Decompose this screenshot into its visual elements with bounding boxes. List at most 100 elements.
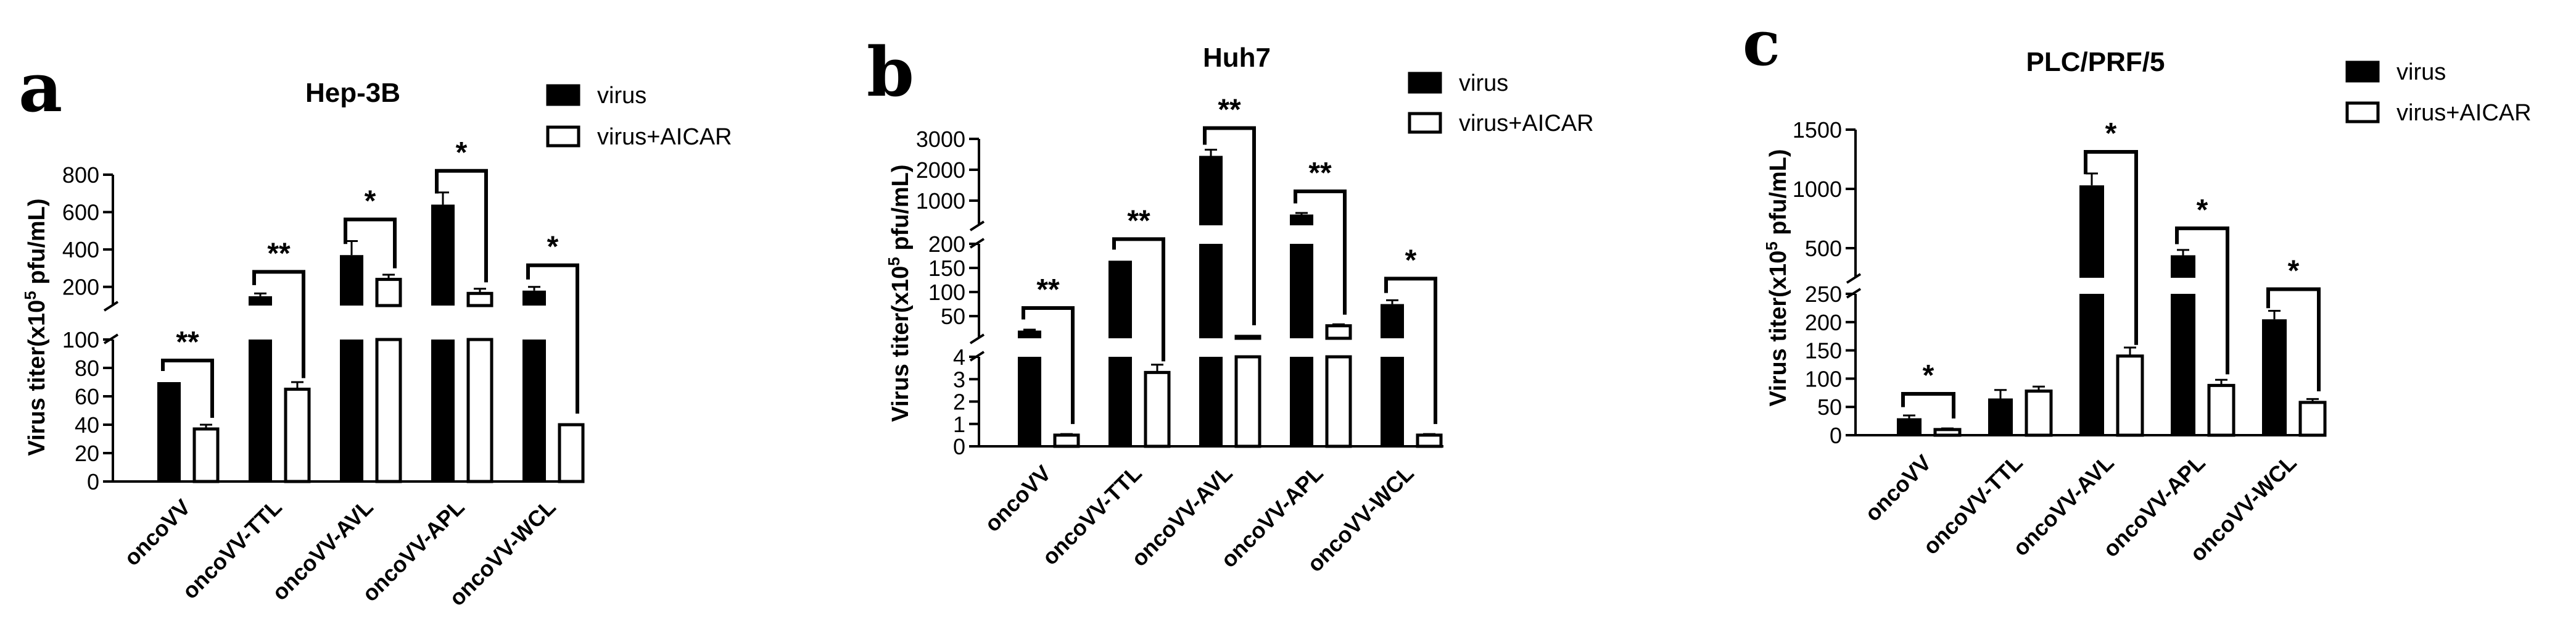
bar-virus-aicar [558, 423, 585, 483]
panel-letter: a [19, 48, 62, 127]
bar-virus [340, 255, 363, 306]
bar-virus-aicar [192, 427, 220, 483]
bar-virus [1199, 156, 1223, 225]
bar-virus-aicar [1234, 335, 1261, 340]
bar-virus [340, 340, 363, 482]
significance-label: * [547, 231, 559, 264]
bar-virus [1199, 244, 1223, 338]
y-tick-label: 150 [928, 256, 965, 281]
significance-label: * [456, 136, 468, 169]
bar-virus [431, 340, 455, 482]
significance-bracket [1901, 391, 1955, 419]
y-axis-label: Virus titer(x105 pfu/mL) [1762, 149, 1791, 406]
significance-bracket [1112, 237, 1165, 362]
significance-bracket [1022, 306, 1075, 424]
significance-label: * [1923, 359, 1934, 392]
bar-virus [1897, 418, 1922, 435]
significance-bracket [1294, 190, 1347, 315]
y-axis-label: Virus titer(x105 pfu/mL) [885, 164, 914, 422]
y-axis-label-sup: 5 [21, 291, 39, 299]
y-axis-label-sup: 5 [885, 257, 903, 265]
bar-virus-aicar [375, 338, 402, 483]
bar-virus [2079, 185, 2104, 278]
x-tick-label: oncoVV [119, 494, 196, 571]
legend-swatch [546, 84, 580, 106]
significance-label: * [2288, 254, 2300, 287]
bar-virus-aicar [1144, 370, 1171, 448]
y-axis-label-post: pfu/mL) [888, 164, 914, 257]
significance-bracket [344, 217, 397, 269]
bar-virus [522, 290, 546, 306]
significance-bracket [2084, 150, 2138, 345]
y-tick-label: 50 [1817, 394, 1842, 420]
axis-break-mark [969, 351, 985, 362]
bar-virus [431, 204, 455, 306]
y-tick-label: 3 [953, 367, 965, 392]
axis-break-mark [969, 220, 985, 231]
significance-bracket [1384, 277, 1437, 424]
y-tick-label: 200 [928, 231, 965, 257]
y-tick-label: 250 [1805, 281, 1842, 307]
y-tick-label: 1500 [1793, 117, 1842, 143]
legend-label: virus [1459, 70, 1508, 96]
y-axis-label-pre: Virus titer(x10 [24, 300, 50, 456]
panel-letter: b [867, 32, 914, 112]
y-tick-label: 500 [1805, 236, 1842, 261]
y-tick-label: 3000 [916, 127, 965, 152]
axis-break-mark [969, 238, 985, 249]
legend-label: virus [2396, 59, 2446, 85]
y-tick-label: 2 [953, 390, 965, 415]
legend-swatch [1408, 112, 1442, 134]
bar-virus [1290, 357, 1313, 446]
y-axis-label-pre: Virus titer(x10 [1765, 251, 1791, 407]
bar-virus [1018, 330, 1041, 338]
legend-label: virus+AICAR [597, 124, 732, 150]
bar-virus-aicar [2025, 390, 2053, 437]
legend-swatch [1408, 72, 1442, 94]
y-axis-label-sup: 5 [1762, 241, 1781, 250]
bar-virus [1290, 214, 1313, 225]
significance-label: ** [1308, 157, 1332, 190]
legend-swatch [2345, 101, 2380, 123]
significance-label: * [2105, 117, 2117, 150]
bar-virus [1108, 357, 1132, 446]
y-tick-label: 1000 [1793, 177, 1842, 202]
legend-label: virus+AICAR [1459, 110, 1594, 136]
significance-label: ** [1218, 94, 1241, 127]
y-tick-label: 2000 [916, 157, 965, 183]
bar-virus-aicar [2298, 401, 2327, 437]
bar-virus [157, 382, 181, 482]
axis-break-mark [103, 333, 119, 344]
bar-virus-aicar [1053, 433, 1080, 448]
bar-virus [1381, 357, 1404, 446]
bar-virus [1018, 357, 1041, 446]
chart-title: Huh7 [1203, 43, 1271, 73]
bar-virus-aicar [466, 291, 493, 307]
y-tick-label: 600 [62, 200, 99, 225]
y-tick-label: 400 [62, 237, 99, 262]
bar-virus [1199, 357, 1223, 446]
legend-label: virus+AICAR [2396, 100, 2532, 126]
bar-virus-aicar [1234, 355, 1261, 448]
y-tick-label: 100 [928, 280, 965, 305]
legend-label: virus [597, 83, 646, 109]
significance-bracket [2266, 287, 2321, 391]
legend-swatch [2345, 60, 2380, 83]
bar-virus-aicar [2207, 383, 2235, 437]
significance-label: ** [1127, 204, 1150, 237]
y-axis-label-post: pfu/mL) [24, 198, 50, 291]
significance-bracket [252, 270, 305, 378]
bar-virus [249, 296, 272, 306]
axis-break-mark [1846, 273, 1862, 284]
chart-title: PLC/PRF/5 [2026, 47, 2165, 77]
y-tick-label: 1000 [916, 188, 965, 214]
bar-virus [2262, 319, 2287, 435]
significance-label: * [365, 185, 376, 218]
bar-virus [1988, 398, 2013, 435]
y-tick-label: 50 [941, 304, 965, 329]
bar-virus [1290, 244, 1313, 338]
chart-panel-a: a Hep-3B Virus titer(x105 pfu/mL) 0 20 40 60 80… [19, 48, 732, 611]
legend-swatch [546, 125, 580, 148]
y-tick-label: 40 [75, 412, 99, 438]
